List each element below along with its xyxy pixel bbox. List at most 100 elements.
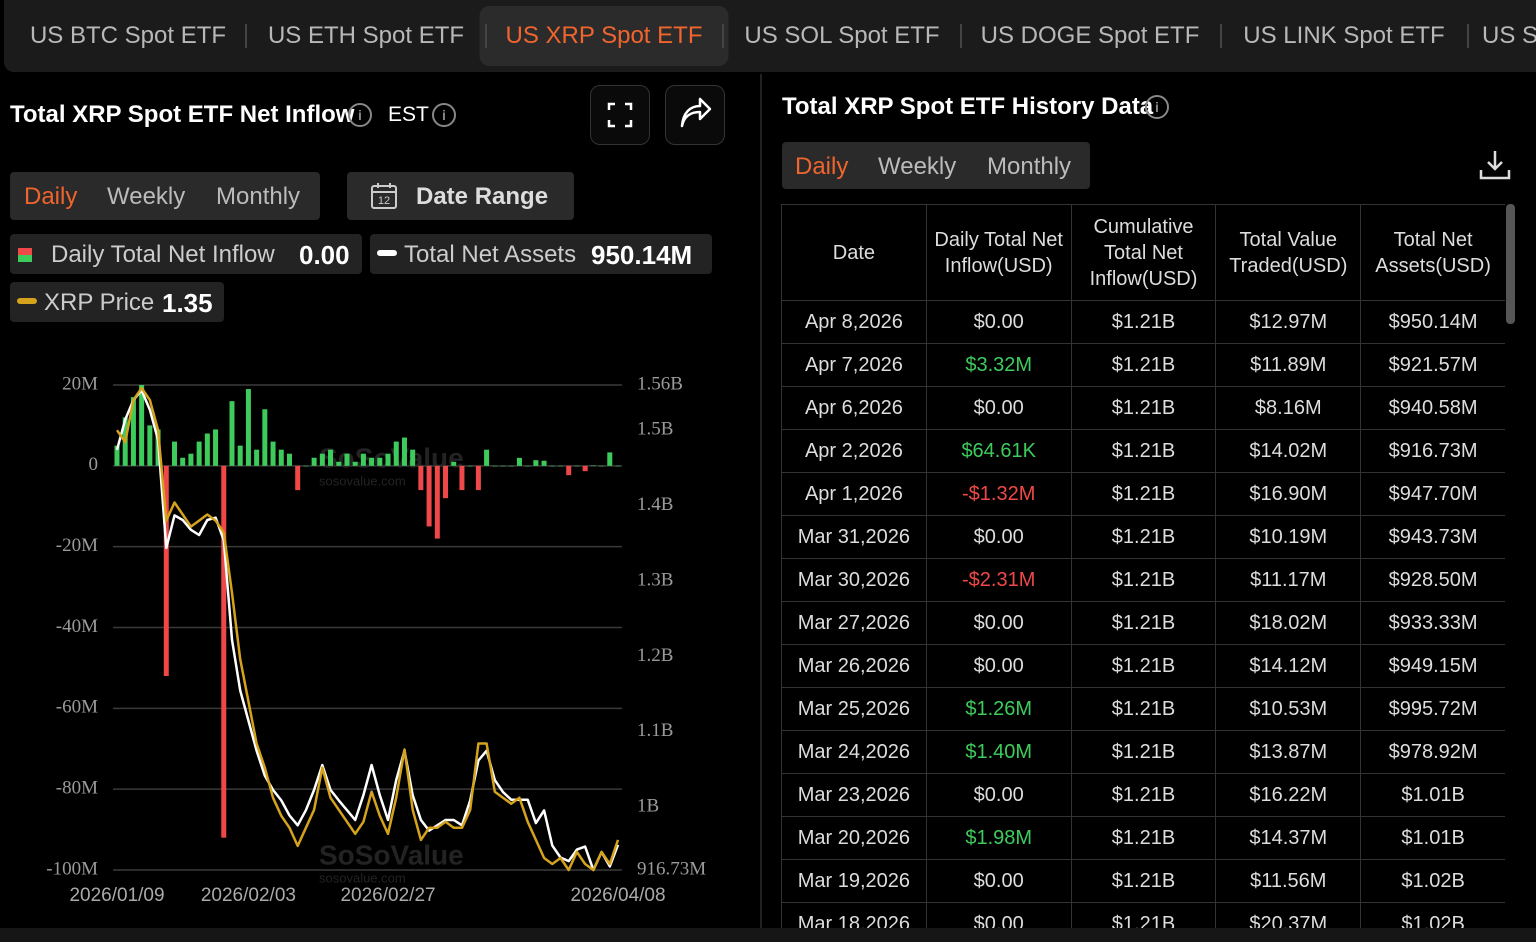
bar — [352, 461, 358, 466]
bar — [204, 433, 210, 466]
bar — [533, 460, 539, 466]
bar — [171, 441, 177, 466]
tab[interactable]: US BTC Spot ETF — [29, 22, 227, 49]
legend-value: 950.14M — [591, 240, 693, 270]
table-cell: -$2.31M — [925, 558, 1072, 602]
table-row: Apr 1,2026 -$1.32M $1.21B $16.90M $947.70M — [781, 472, 1505, 516]
tab[interactable]: US S — [1481, 22, 1536, 49]
bar — [558, 465, 564, 467]
legend-chip: Daily Total Net Inflow 0.00 — [10, 234, 362, 274]
table-row: Apr 8,2026 $0.00 $1.21B $12.97M $950.14M — [781, 300, 1505, 344]
column-header[interactable]: Total Value Traded(USD) — [1215, 204, 1362, 301]
tab[interactable]: US ETH Spot ETF — [267, 22, 465, 49]
tab-separator — [1220, 24, 1222, 48]
table-cell: $1.98M — [925, 816, 1072, 860]
column-header[interactable]: Daily Total Net Inflow(USD) — [925, 204, 1072, 301]
period-option[interactable]: Weekly — [107, 183, 186, 210]
table-cell: $921.57M — [1360, 343, 1505, 387]
table-cell: $1.01B — [1360, 816, 1505, 860]
table-cell: $1.21B — [1070, 343, 1217, 387]
bottom-bar — [0, 928, 1536, 942]
bar — [393, 441, 399, 466]
chart-title: Total XRP Spot ETF Net Inflow — [10, 101, 355, 128]
fullscreen-button[interactable] — [590, 85, 650, 145]
tab-separator — [722, 24, 724, 48]
share-button[interactable] — [665, 85, 725, 145]
download-icon[interactable] — [1478, 148, 1512, 182]
table-cell: $1.21B — [1070, 687, 1217, 731]
y-tick-label: -40M — [56, 616, 98, 637]
table-cell: Mar 30,2026 — [781, 558, 927, 602]
watermark: SoSoValue — [319, 839, 464, 870]
y-tick-label: -60M — [56, 697, 98, 718]
table-cell: $14.12M — [1215, 644, 1362, 688]
info-icon[interactable]: i — [1145, 95, 1169, 119]
bar — [385, 453, 391, 466]
table-row: Mar 26,2026 $0.00 $1.21B $14.12M $949.15M — [781, 644, 1505, 688]
table-cell: Apr 6,2026 — [781, 386, 927, 430]
table-cell: $0.00 — [925, 644, 1072, 688]
table-cell: $16.22M — [1215, 773, 1362, 817]
y-tick-label: 0 — [89, 454, 99, 475]
tab[interactable]: US XRP Spot ETF — [479, 6, 729, 66]
table-cell: $1.01B — [1360, 773, 1505, 817]
tab[interactable]: US LINK Spot ETF — [1243, 22, 1445, 49]
column-header[interactable]: Cumulative Total Net Inflow(USD) — [1070, 204, 1217, 301]
bar — [295, 465, 301, 491]
info-icon[interactable]: i — [348, 103, 372, 127]
bar — [229, 401, 235, 466]
period-option[interactable]: Monthly — [987, 153, 1072, 180]
table-cell: $1.26M — [925, 687, 1072, 731]
legend-swatch — [377, 250, 397, 256]
tab-separator — [1467, 24, 1469, 48]
scrollbar[interactable] — [1506, 204, 1515, 324]
column-header[interactable]: Total Net Assets(USD) — [1360, 204, 1505, 301]
bar — [410, 449, 416, 466]
period-option[interactable]: Weekly — [878, 153, 957, 180]
tab-bar: US BTC Spot ETF US ETH Spot ETF US XRP Spo… — [4, 0, 1536, 72]
line — [115, 386, 620, 872]
date-range-button[interactable]: 12 Date Range — [347, 172, 574, 220]
table-cell: $947.70M — [1360, 472, 1505, 516]
bar — [516, 457, 522, 466]
table-row: Mar 31,2026 $0.00 $1.21B $10.19M $943.73M — [781, 515, 1505, 559]
table-row: Mar 25,2026 $1.26M $1.21B $10.53M $995.72M — [781, 687, 1505, 731]
table-cell: $11.17M — [1215, 558, 1362, 602]
period-option[interactable]: Monthly — [216, 183, 301, 210]
table-row: Mar 19,2026 $0.00 $1.21B $11.56M $1.02B — [781, 859, 1505, 903]
table-cell: $10.53M — [1215, 687, 1362, 731]
table-row: Mar 24,2026 $1.40M $1.21B $13.87M $978.92M — [781, 730, 1505, 774]
table-cell: $1.21B — [1070, 816, 1217, 860]
period-toggle: Daily Weekly Monthly — [10, 172, 320, 220]
tab[interactable]: US DOGE Spot ETF — [980, 22, 1200, 49]
table-cell: $1.21B — [1070, 472, 1217, 516]
chart: 20M 0 -20M -40M -60M -80M -100M 1.56B 1.5B 1.4B 1.… — [46, 373, 706, 906]
table-cell: Mar 24,2026 — [781, 730, 927, 774]
tab[interactable]: US SOL Spot ETF — [744, 22, 940, 49]
info-icon[interactable]: i — [432, 103, 456, 127]
x-tick-label: 2026/04/08 — [570, 885, 665, 906]
bar — [196, 441, 202, 466]
bar — [286, 453, 292, 466]
table-cell: $1.21B — [1070, 558, 1217, 602]
bar — [147, 425, 153, 466]
table-cell: Apr 2,2026 — [781, 429, 927, 473]
header-row: Date Daily Total Net Inflow(USD) Cumulativ… — [781, 204, 1505, 301]
legend-name: Total Net Assets — [404, 241, 577, 268]
bar — [344, 453, 350, 466]
bar — [590, 465, 596, 467]
legend-swatch — [17, 298, 37, 304]
bar — [541, 460, 547, 466]
table-cell: $16.90M — [1215, 472, 1362, 516]
column-header[interactable]: Date — [781, 204, 927, 301]
table-cell: $0.00 — [925, 773, 1072, 817]
period-option[interactable]: Daily — [24, 183, 78, 210]
period-option[interactable]: Daily — [795, 153, 849, 180]
table-row: Apr 2,2026 $64.61K $1.21B $14.02M $916.73M — [781, 429, 1505, 473]
share-icon — [680, 97, 712, 128]
table-cell: Mar 23,2026 — [781, 773, 927, 817]
table-cell: $0.00 — [925, 300, 1072, 344]
table-cell: $928.50M — [1360, 558, 1505, 602]
x-tick-label: 2026/02/03 — [201, 885, 296, 906]
